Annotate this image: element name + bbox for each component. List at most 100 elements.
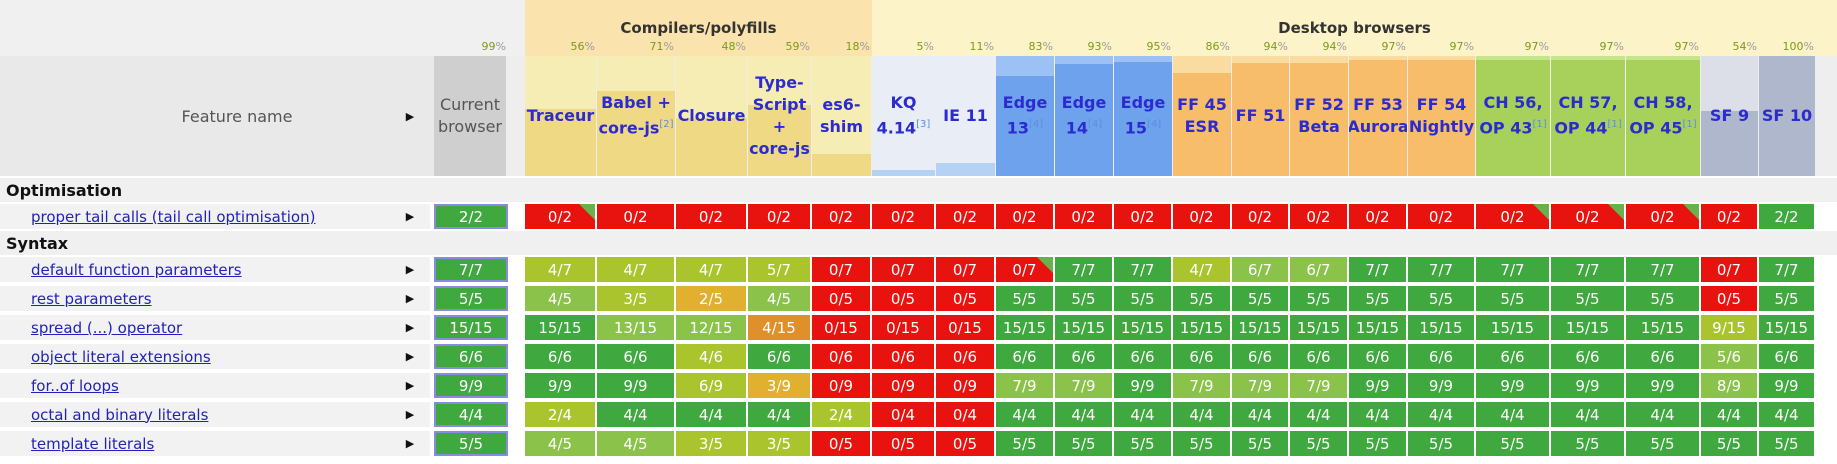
result-cell[interactable]: 0/2 xyxy=(525,204,595,229)
result-cell[interactable]: 4/7 xyxy=(597,257,674,282)
result-cell[interactable]: 15/15 xyxy=(1173,315,1230,340)
result-cell[interactable]: 15/15 xyxy=(1626,315,1699,340)
result-cell[interactable]: 6/6 xyxy=(525,344,595,369)
result-cell[interactable]: 0/6 xyxy=(812,344,870,369)
result-cell[interactable]: 15/15 xyxy=(1055,315,1112,340)
col-header-7[interactable]: Edge 13[4] xyxy=(996,56,1054,176)
result-cell[interactable]: 5/5 xyxy=(1232,286,1288,311)
feature-link[interactable]: rest parameters xyxy=(31,289,152,308)
result-cell[interactable]: 7/9 xyxy=(1290,373,1347,398)
result-cell[interactable]: 0/7 xyxy=(812,257,870,282)
row-expand-arrow[interactable]: ▶ xyxy=(405,349,415,363)
col-header-11[interactable]: FF 51 xyxy=(1232,56,1289,176)
result-cell[interactable]: 7/7 xyxy=(1551,257,1624,282)
result-cell[interactable]: 4/15 xyxy=(748,315,810,340)
result-cell[interactable]: 5/5 xyxy=(1173,286,1230,311)
result-cell[interactable]: 9/9 xyxy=(1759,373,1814,398)
result-cell[interactable]: 6/7 xyxy=(1232,257,1288,282)
result-cell[interactable]: 4/7 xyxy=(676,257,746,282)
result-cell[interactable]: 6/6 xyxy=(1055,344,1112,369)
result-cell[interactable]: 5/5 xyxy=(1551,431,1624,456)
result-cell[interactable]: 7/7 xyxy=(1055,257,1112,282)
result-cell[interactable]: 15/15 xyxy=(1551,315,1624,340)
result-cell[interactable]: 0/2 xyxy=(1055,204,1112,229)
result-cell[interactable]: 0/5 xyxy=(872,431,934,456)
result-cell[interactable]: 4/4 xyxy=(597,402,674,427)
result-cell[interactable]: 5/5 xyxy=(1701,431,1757,456)
result-cell[interactable]: 4/4 xyxy=(1759,402,1814,427)
feature-link[interactable]: default function parameters xyxy=(31,260,242,279)
result-cell[interactable]: 0/15 xyxy=(872,315,934,340)
result-cell[interactable]: 0/5 xyxy=(1701,286,1757,311)
result-cell[interactable]: 0/9 xyxy=(936,373,994,398)
result-cell[interactable]: 5/5 xyxy=(1626,286,1699,311)
col-header-14[interactable]: FF 54 Nightly xyxy=(1408,56,1475,176)
result-cell[interactable]: 9/9 xyxy=(1349,373,1406,398)
result-cell[interactable]: 0/2 xyxy=(1349,204,1406,229)
result-cell[interactable]: 2/4 xyxy=(525,402,595,427)
result-cell[interactable]: 0/2 xyxy=(1114,204,1171,229)
result-cell[interactable]: 15/15 xyxy=(1408,315,1474,340)
result-cell[interactable]: 15/15 xyxy=(1759,315,1814,340)
feature-link[interactable]: template literals xyxy=(31,434,155,453)
result-cell[interactable]: 4/5 xyxy=(597,431,674,456)
result-cell[interactable]: 0/9 xyxy=(872,373,934,398)
result-cell[interactable]: 5/5 xyxy=(1114,431,1171,456)
result-cell[interactable]: 0/2 xyxy=(1626,204,1699,229)
result-cell[interactable]: 15/15 xyxy=(1476,315,1549,340)
result-cell[interactable]: 4/4 xyxy=(1114,402,1171,427)
result-cell[interactable]: 6/6 xyxy=(1408,344,1474,369)
result-cell[interactable]: 7/9 xyxy=(996,373,1053,398)
row-expand-arrow[interactable]: ▶ xyxy=(405,209,415,223)
result-cell[interactable]: 0/4 xyxy=(872,402,934,427)
result-cell[interactable]: 0/2 xyxy=(1551,204,1624,229)
result-cell[interactable]: 6/6 xyxy=(748,344,810,369)
result-cell[interactable]: 3/9 xyxy=(748,373,810,398)
result-cell[interactable]: 5/5 xyxy=(1476,286,1549,311)
result-cell[interactable]: 4/4 xyxy=(1290,402,1347,427)
result-cell[interactable]: 6/6 xyxy=(1290,344,1347,369)
result-cell[interactable]: 2/5 xyxy=(676,286,746,311)
col-header-19[interactable]: SF 10 xyxy=(1759,56,1815,176)
result-cell[interactable]: 0/5 xyxy=(872,286,934,311)
result-cell[interactable]: 5/5 xyxy=(1232,431,1288,456)
result-cell[interactable]: 0/2 xyxy=(996,204,1053,229)
result-cell[interactable]: 5/5 xyxy=(1476,431,1549,456)
col-footnote-5[interactable]: [3] xyxy=(916,119,931,131)
col-footnote-8[interactable]: [4] xyxy=(1088,119,1103,131)
result-cell[interactable]: 5/5 xyxy=(1349,431,1406,456)
result-cell[interactable]: 4/6 xyxy=(676,344,746,369)
result-cell[interactable]: 6/6 xyxy=(1476,344,1549,369)
feature-name-header[interactable]: Feature name xyxy=(0,56,434,176)
col-header-6[interactable]: IE 11 xyxy=(936,56,995,176)
result-cell[interactable]: 4/4 xyxy=(1408,402,1474,427)
result-cell[interactable]: 6/6 xyxy=(597,344,674,369)
result-cell[interactable]: 0/2 xyxy=(1408,204,1474,229)
result-cell[interactable]: 0/7 xyxy=(872,257,934,282)
result-cell[interactable]: 0/15 xyxy=(812,315,870,340)
col-header-13[interactable]: FF 53 Aurora xyxy=(1349,56,1407,176)
result-cell[interactable]: 8/9 xyxy=(1701,373,1757,398)
result-cell[interactable]: 6/6 xyxy=(1759,344,1814,369)
result-cell[interactable]: 6/6 xyxy=(1232,344,1288,369)
result-cell[interactable]: 6/6 xyxy=(1626,344,1699,369)
result-cell[interactable]: 4/5 xyxy=(525,286,595,311)
result-cell[interactable]: 0/2 xyxy=(1476,204,1549,229)
result-cell[interactable]: 0/2 xyxy=(1173,204,1230,229)
col-header-18[interactable]: SF 9 xyxy=(1701,56,1758,176)
row-expand-arrow[interactable]: ▶ xyxy=(405,378,415,392)
result-cell[interactable]: 7/7 xyxy=(1759,257,1814,282)
result-cell[interactable]: 5/5 xyxy=(1055,431,1112,456)
col-header-2[interactable]: Closure xyxy=(676,56,747,176)
col-footnote-17[interactable]: [1] xyxy=(1682,119,1697,131)
col-header-4[interactable]: es6-shim xyxy=(812,56,871,176)
col-header-10[interactable]: FF 45 ESR xyxy=(1173,56,1231,176)
result-cell[interactable]: 4/4 xyxy=(1626,402,1699,427)
result-cell[interactable]: 0/2 xyxy=(1232,204,1288,229)
result-cell[interactable]: 7/7 xyxy=(1408,257,1474,282)
col-header-9[interactable]: Edge 15[4] xyxy=(1114,56,1172,176)
col-footnote-15[interactable]: [1] xyxy=(1532,119,1547,131)
result-cell[interactable]: 6/6 xyxy=(996,344,1053,369)
result-cell[interactable]: 0/5 xyxy=(812,431,870,456)
result-cell[interactable]: 0/2 xyxy=(676,204,746,229)
